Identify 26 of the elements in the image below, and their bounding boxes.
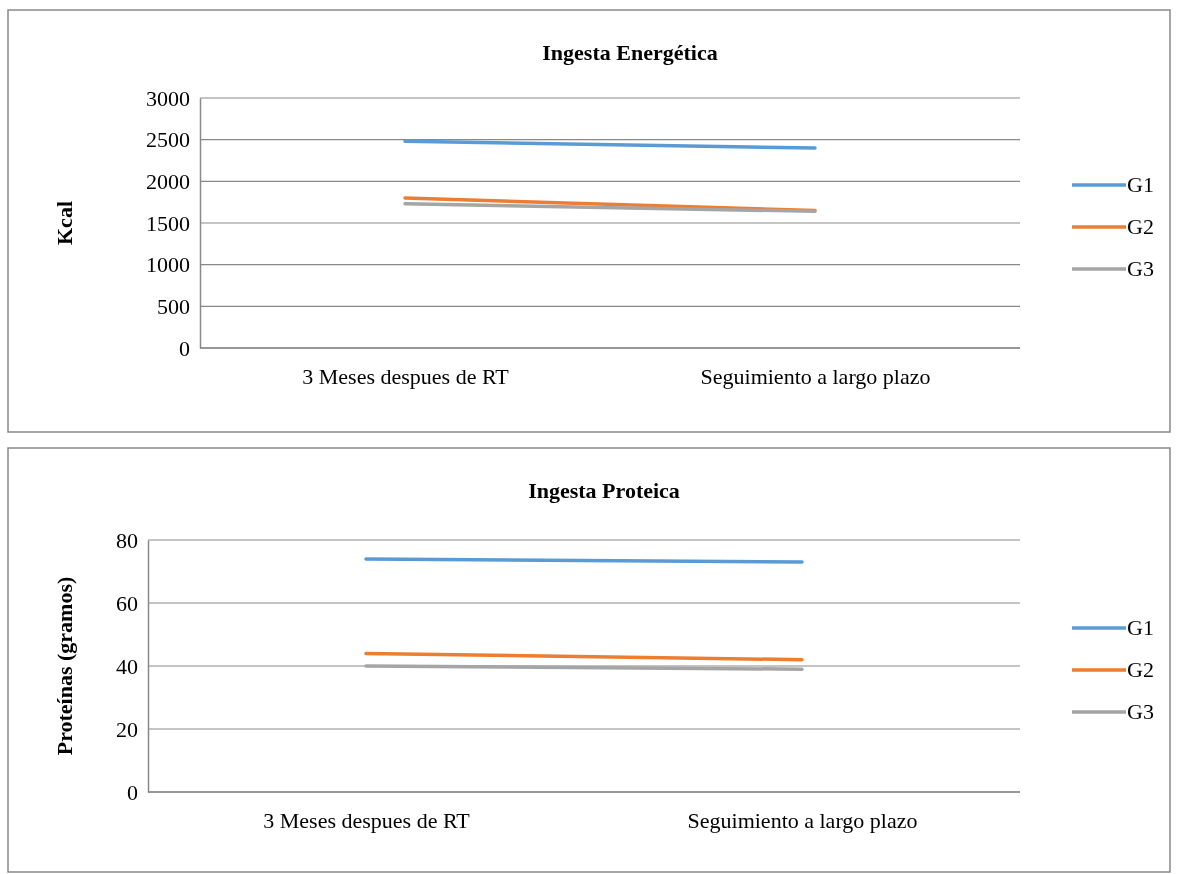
y-tick-label: 2500: [146, 127, 190, 153]
chart-title: Ingesta Energética: [542, 40, 718, 65]
x-tick-label: Seguimiento a largo plazo: [687, 807, 918, 833]
y-tick-label: 20: [116, 716, 138, 742]
legend-label: G1: [1127, 172, 1154, 197]
y-tick-label: 80: [116, 527, 138, 553]
y-tick-label: 1000: [146, 252, 190, 278]
y-tick-label: 500: [157, 293, 190, 319]
y-tick-label: 60: [116, 590, 138, 616]
legend-label: G2: [1127, 214, 1154, 239]
y-axis-title: Proteínas (gramos): [52, 576, 77, 756]
legend-label: G3: [1127, 256, 1154, 281]
x-tick-label: 3 Meses despues de RT: [302, 363, 510, 389]
legend-label: G1: [1127, 615, 1154, 640]
y-tick-label: 1500: [146, 210, 190, 236]
legend-label: G2: [1127, 657, 1154, 682]
y-tick-label: 0: [179, 335, 190, 361]
y-axis-title: Kcal: [52, 201, 77, 245]
legend-label: G3: [1127, 699, 1154, 724]
y-tick-label: 3000: [146, 85, 190, 111]
x-tick-label: Seguimiento a largo plazo: [700, 363, 931, 389]
y-tick-label: 0: [127, 779, 138, 805]
y-tick-label: 40: [116, 653, 138, 679]
x-tick-label: 3 Meses despues de RT: [263, 807, 471, 833]
chart-title: Ingesta Proteica: [528, 478, 680, 503]
y-tick-label: 2000: [146, 168, 190, 194]
